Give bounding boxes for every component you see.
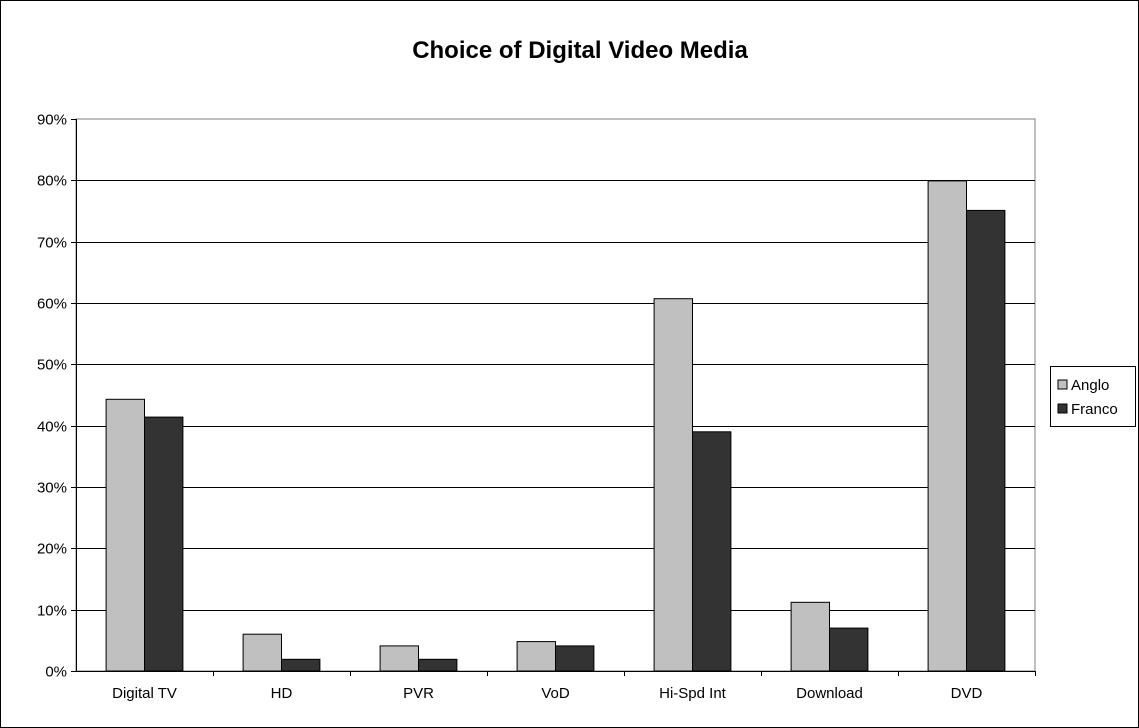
- x-tick-label: DVD: [951, 685, 983, 702]
- legend-box: [1050, 366, 1136, 427]
- y-tick-label: 30%: [37, 480, 67, 497]
- axes: 0% 10% 20% 30% 40% 50% 60% 70% 80% 90% Digital TV H…: [37, 112, 1036, 702]
- chart-title: Choice of Digital Video Media: [412, 37, 748, 64]
- y-tick-label: 70%: [37, 235, 67, 252]
- bar-franco: [555, 645, 595, 672]
- bar-anglo: [516, 641, 556, 672]
- x-tick-label: Hi-Spd Int: [659, 685, 727, 702]
- bar-franco: [966, 209, 1006, 672]
- bar-anglo: [242, 633, 283, 672]
- bar-franco: [418, 658, 458, 672]
- y-tick-label: 0%: [45, 664, 67, 681]
- bar-anglo: [105, 398, 145, 672]
- x-tick-label: Digital TV: [112, 685, 177, 702]
- y-tick-label: 40%: [37, 419, 67, 436]
- legend-label-anglo: Anglo: [1071, 377, 1109, 394]
- x-tick-label: PVR: [403, 685, 434, 702]
- bar-anglo: [927, 180, 967, 672]
- y-tick-label: 90%: [37, 112, 67, 129]
- y-tick-label: 50%: [37, 357, 67, 374]
- x-tick-label: VoD: [541, 685, 570, 702]
- legend-swatch-franco: [1057, 403, 1068, 414]
- bar-anglo: [653, 298, 693, 672]
- bar-anglo: [790, 601, 830, 672]
- bar-franco: [829, 627, 869, 672]
- y-tick-label: 10%: [37, 603, 67, 620]
- gridlines: [76, 180, 1035, 611]
- bars: [105, 180, 1006, 672]
- bar-anglo: [379, 645, 420, 672]
- y-tick-label: 60%: [37, 296, 67, 313]
- legend-label-franco: Franco: [1071, 401, 1118, 418]
- legend: Anglo Franco: [1050, 366, 1136, 427]
- x-tick-label: HD: [271, 685, 293, 702]
- bar-franco: [144, 416, 184, 672]
- plot-area: [75, 118, 1036, 672]
- y-tick-label: 20%: [37, 541, 67, 558]
- bar-franco: [281, 658, 321, 672]
- bar-franco: [692, 431, 732, 672]
- y-tick-label: 80%: [37, 173, 67, 190]
- x-tick-label: Download: [796, 685, 863, 702]
- legend-swatch-anglo: [1057, 379, 1068, 390]
